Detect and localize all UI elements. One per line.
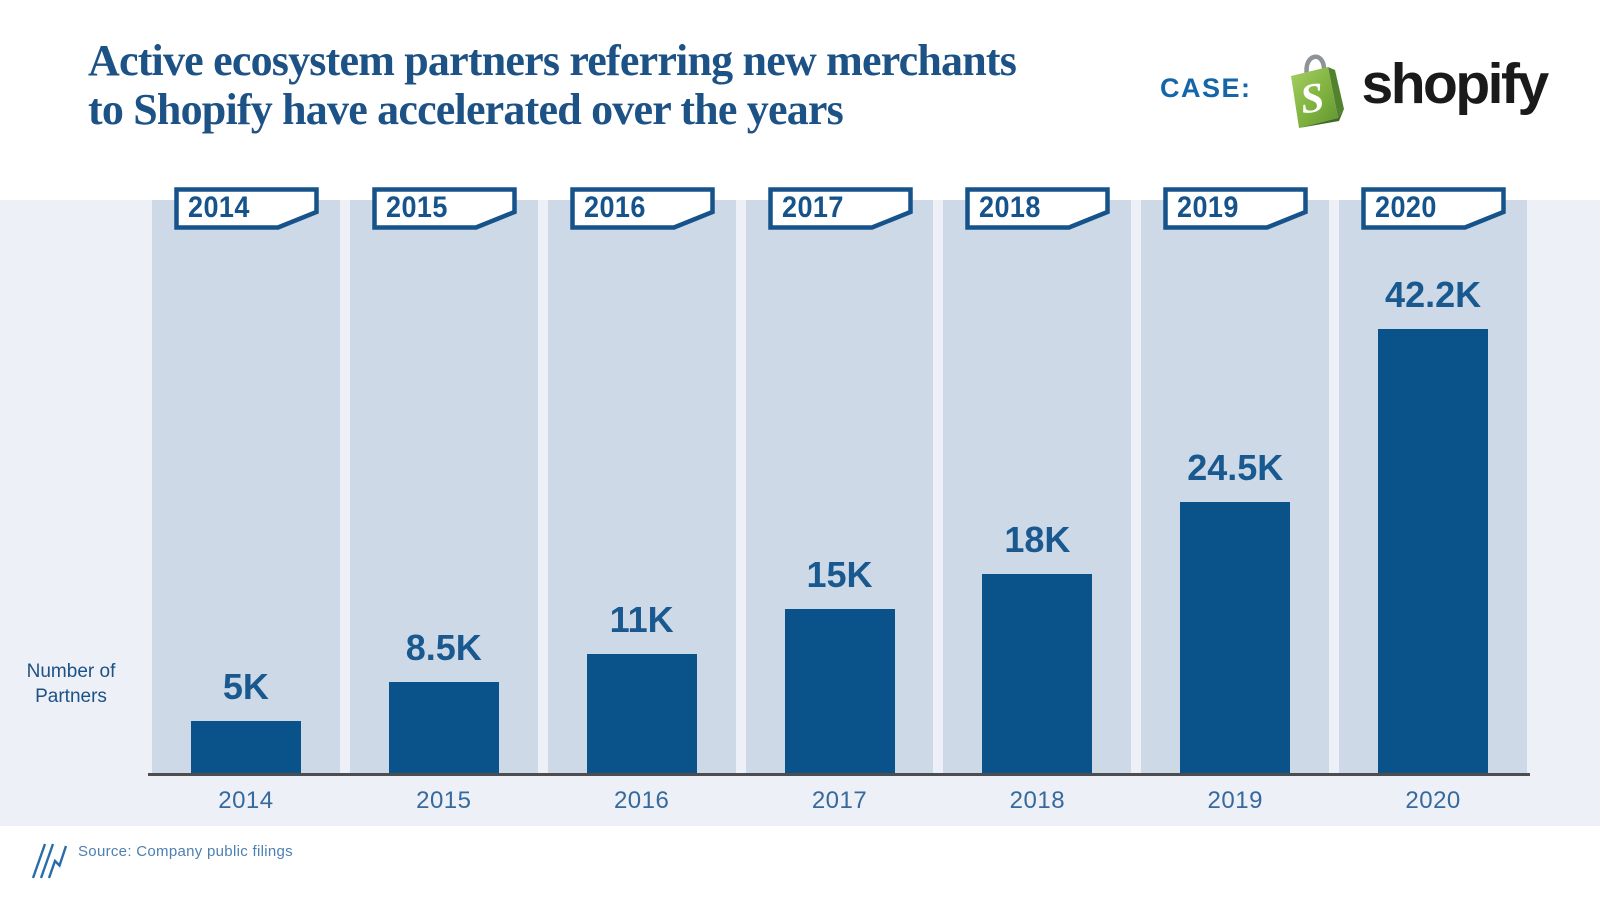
bar	[1378, 329, 1489, 776]
year-tag: 2016	[569, 187, 715, 230]
year-column: 2017 15K 2017	[745, 187, 934, 814]
x-axis-label: 2018	[1009, 787, 1066, 814]
bar	[586, 654, 697, 776]
x-axis-label: 2014	[218, 787, 274, 814]
year-tag: 2014	[174, 187, 319, 230]
brand-mark-icon	[31, 843, 68, 879]
bar	[1180, 502, 1291, 776]
year-tag-shape	[569, 187, 715, 230]
bar-value-label: 8.5K	[405, 627, 482, 668]
bar	[784, 609, 895, 776]
bar-value-label: 15K	[806, 554, 873, 595]
year-tag-shape	[965, 187, 1111, 230]
case-label: CASE:	[1160, 72, 1252, 103]
y-axis-title: Number of Partners	[26, 661, 116, 707]
chart-area: Number of Partners 2014 5K 2014 2015 8.5…	[0, 187, 1600, 826]
year-tag-shape	[174, 187, 319, 230]
year-tag: 2019	[1163, 187, 1309, 230]
year-column: 2015 8.5K 2015	[349, 187, 538, 814]
case-brand-row: CASE: S shopify	[1160, 46, 1550, 130]
x-axis-label: 2019	[1207, 787, 1263, 814]
year-tag-label: 2020	[1375, 191, 1438, 224]
year-tag: 2017	[767, 187, 913, 230]
year-tag-label: 2018	[979, 191, 1042, 224]
year-tag-shape	[1163, 187, 1309, 230]
columns-container: 2014 5K 2014 2015 8.5K 2015 2016 11K 201…	[152, 187, 1528, 814]
year-column: 2020 42.2K 2020	[1339, 187, 1528, 814]
x-axis-line	[148, 773, 1530, 776]
source-note: Source: Company public filings	[78, 843, 293, 860]
bag-handle	[1303, 54, 1326, 76]
year-column: 2014 5K 2014	[152, 187, 340, 814]
year-tag: 2018	[965, 187, 1111, 230]
year-tag-label: 2019	[1177, 191, 1240, 224]
year-tag-label: 2015	[385, 191, 448, 224]
bar	[190, 721, 301, 776]
x-axis-label: 2020	[1405, 787, 1461, 814]
x-axis-label: 2017	[811, 787, 868, 814]
bar-value-label: 42.2K	[1385, 274, 1482, 315]
year-tag-shape	[1361, 187, 1506, 230]
shopify-bag-icon: S	[1290, 54, 1344, 128]
x-axis-label: 2015	[416, 787, 472, 814]
bar-value-label: 18K	[1004, 519, 1071, 560]
year-tag: 2020	[1361, 187, 1506, 230]
bar	[388, 682, 499, 776]
bar-value-label: 24.5K	[1187, 447, 1284, 488]
year-tag-label: 2016	[583, 191, 646, 224]
page-title: Active ecosystem partners referring new …	[88, 36, 1017, 135]
bar-value-label: 11K	[609, 599, 674, 640]
year-tag: 2015	[372, 187, 517, 230]
bag-side-dark	[1327, 67, 1344, 118]
year-column: 2018 18K 2018	[943, 187, 1132, 814]
year-tag-label: 2017	[781, 191, 844, 224]
year-tag-shape	[372, 187, 517, 230]
bar	[982, 574, 1093, 776]
bag-front	[1290, 67, 1338, 128]
bar-value-label: 5K	[222, 666, 269, 707]
shopify-wordmark: shopify	[1361, 52, 1550, 116]
x-axis-label: 2016	[613, 787, 670, 814]
year-tag-shape	[767, 187, 913, 230]
year-column: 2019 24.5K 2019	[1141, 187, 1330, 814]
year-column: 2016 11K 2016	[547, 187, 736, 814]
year-tag-label: 2014	[188, 191, 250, 224]
